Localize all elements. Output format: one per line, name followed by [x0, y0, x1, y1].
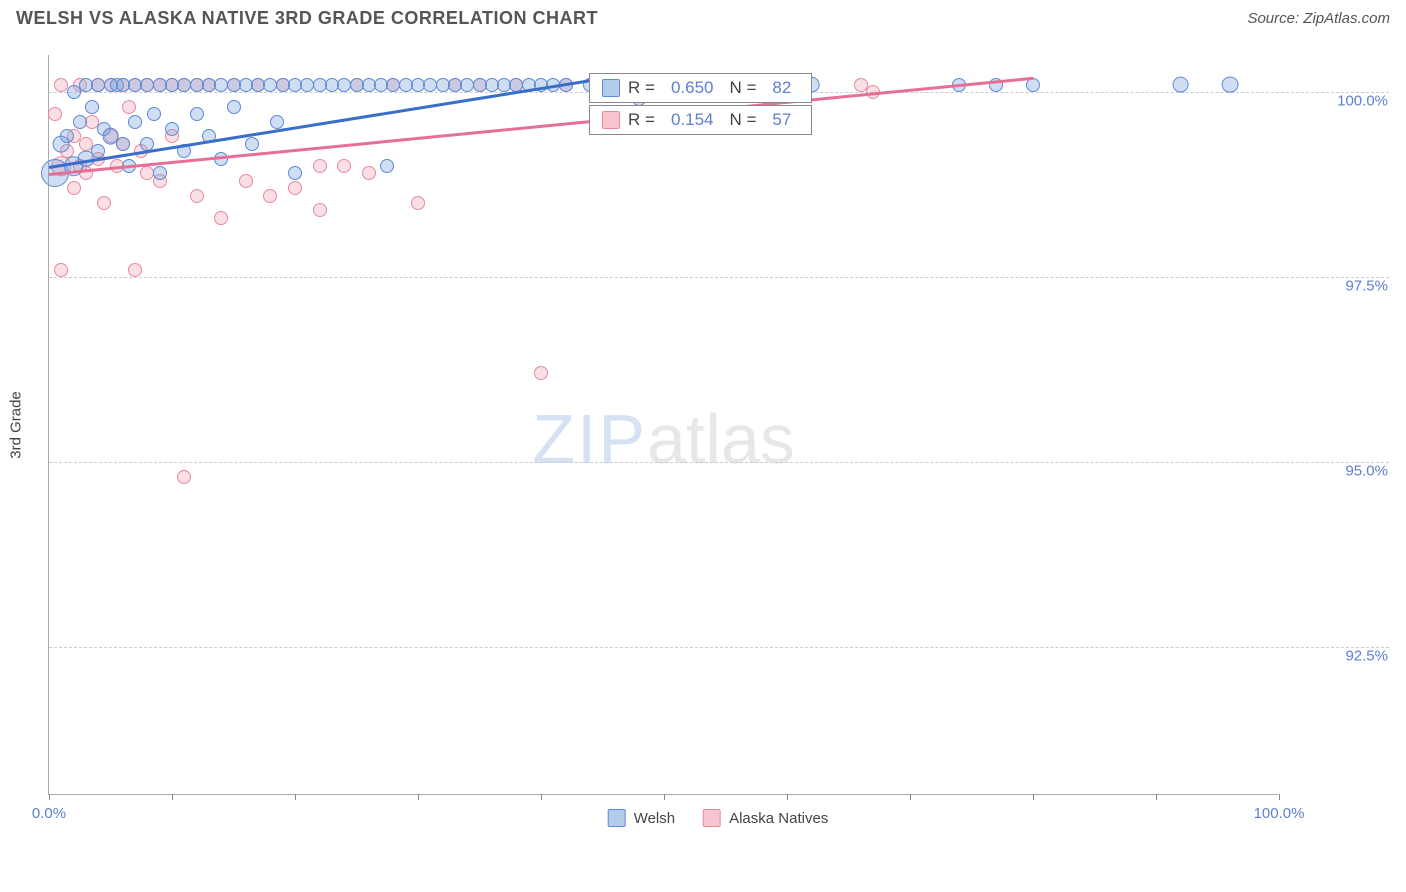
- stat-r-label: R =: [628, 78, 655, 98]
- data-point-welsh: [91, 144, 105, 158]
- stat-r-value: 0.650: [671, 78, 714, 98]
- data-point-welsh: [227, 100, 241, 114]
- x-tick: [1279, 794, 1280, 800]
- stat-r-value: 0.154: [671, 110, 714, 130]
- data-point-alaska: [239, 174, 253, 188]
- stat-n-value: 57: [772, 110, 791, 130]
- stat-n-label: N =: [729, 110, 756, 130]
- data-point-alaska: [190, 189, 204, 203]
- gridline: [49, 647, 1389, 648]
- plot-area: ZIPatlas 92.5%95.0%97.5%100.0%0.0%100.0%…: [48, 55, 1278, 795]
- data-point-welsh: [73, 115, 87, 129]
- stat-r-label: R =: [628, 110, 655, 130]
- chart-title: WELSH VS ALASKA NATIVE 3RD GRADE CORRELA…: [16, 8, 598, 29]
- data-point-welsh: [60, 129, 74, 143]
- data-point-welsh: [1172, 76, 1189, 93]
- x-tick: [787, 794, 788, 800]
- stat-box-welsh: R = 0.650 N = 82: [589, 73, 812, 103]
- data-point-alaska: [313, 159, 327, 173]
- legend: Welsh Alaska Natives: [608, 809, 829, 827]
- stat-swatch-icon: [602, 79, 620, 97]
- data-point-alaska: [97, 196, 111, 210]
- x-tick: [1156, 794, 1157, 800]
- y-tick-label: 95.0%: [1284, 445, 1388, 480]
- x-tick: [664, 794, 665, 800]
- legend-label: Alaska Natives: [729, 810, 828, 827]
- watermark-atlas: atlas: [647, 400, 795, 478]
- data-point-alaska: [214, 211, 228, 225]
- legend-item: Alaska Natives: [703, 809, 828, 827]
- legend-swatch-icon: [703, 809, 721, 827]
- watermark: ZIPatlas: [532, 399, 795, 479]
- x-tick: [295, 794, 296, 800]
- data-point-welsh: [270, 115, 284, 129]
- data-point-alaska: [337, 159, 351, 173]
- stat-n-value: 82: [772, 78, 791, 98]
- legend-label: Welsh: [634, 810, 675, 827]
- x-tick: [541, 794, 542, 800]
- data-point-welsh: [380, 159, 394, 173]
- data-point-alaska: [534, 366, 548, 380]
- data-point-alaska: [263, 189, 277, 203]
- x-tick: [1033, 794, 1034, 800]
- x-tick-label: 100.0%: [1254, 805, 1305, 822]
- data-point-welsh: [85, 100, 99, 114]
- chart-header: WELSH VS ALASKA NATIVE 3RD GRADE CORRELA…: [0, 0, 1406, 33]
- x-tick-label: 0.0%: [32, 805, 66, 822]
- data-point-alaska: [411, 196, 425, 210]
- data-point-welsh: [147, 107, 161, 121]
- data-point-alaska: [128, 263, 142, 277]
- data-point-alaska: [67, 181, 81, 195]
- x-tick: [910, 794, 911, 800]
- data-point-alaska: [288, 181, 302, 195]
- data-point-welsh: [165, 122, 179, 136]
- y-axis-label: 3rd Grade: [8, 391, 25, 459]
- x-tick: [172, 794, 173, 800]
- data-point-alaska: [54, 263, 68, 277]
- data-point-welsh: [245, 137, 259, 151]
- legend-swatch-icon: [608, 809, 626, 827]
- y-tick-label: 97.5%: [1284, 260, 1388, 295]
- x-tick: [418, 794, 419, 800]
- stat-box-alaska: R = 0.154 N = 57: [589, 105, 812, 135]
- data-point-welsh: [288, 166, 302, 180]
- legend-item: Welsh: [608, 809, 675, 827]
- gridline: [49, 277, 1389, 278]
- data-point-welsh: [1221, 76, 1238, 93]
- data-point-alaska: [362, 166, 376, 180]
- data-point-alaska: [177, 470, 191, 484]
- data-point-alaska: [48, 107, 62, 121]
- data-point-welsh: [128, 115, 142, 129]
- data-point-welsh: [153, 166, 167, 180]
- stat-swatch-icon: [602, 111, 620, 129]
- data-point-welsh: [116, 137, 130, 151]
- y-tick-label: 100.0%: [1284, 75, 1388, 110]
- gridline: [49, 462, 1389, 463]
- stat-n-label: N =: [729, 78, 756, 98]
- chart-container: 3rd Grade ZIPatlas 92.5%95.0%97.5%100.0%…: [48, 55, 1388, 795]
- data-point-alaska: [313, 203, 327, 217]
- x-tick: [49, 794, 50, 800]
- y-tick-label: 92.5%: [1284, 630, 1388, 665]
- watermark-zip: ZIP: [532, 400, 647, 478]
- data-point-alaska: [122, 100, 136, 114]
- chart-source: Source: ZipAtlas.com: [1247, 10, 1390, 27]
- data-point-welsh: [190, 107, 204, 121]
